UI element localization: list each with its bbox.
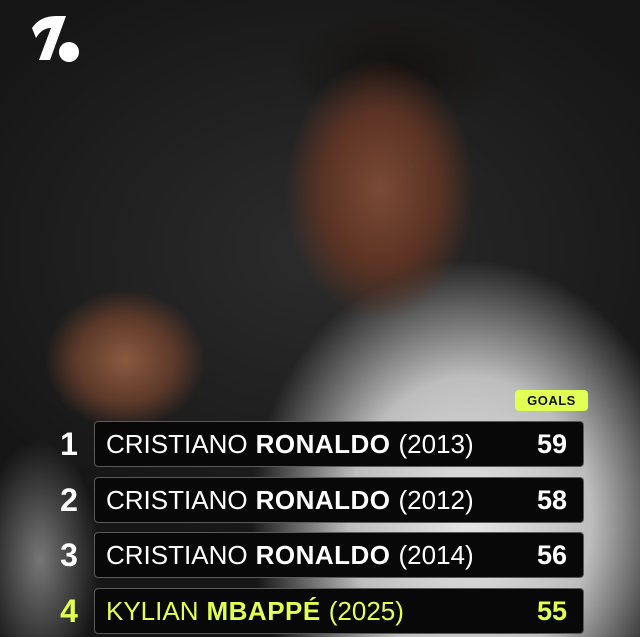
rank: 2 — [60, 482, 78, 518]
first-name: CRISTIANO — [106, 539, 248, 570]
row-box: KYLIAN MBAPPÉ (2025) 55 — [94, 588, 584, 634]
season-year: (2014) — [398, 539, 474, 570]
last-name: MBAPPÉ — [206, 595, 321, 626]
row-box: CRISTIANO RONALDO (2014) 56 — [94, 532, 584, 578]
goals-value: 56 — [536, 539, 567, 570]
last-name: RONALDO — [255, 484, 391, 515]
onefootball-logo-icon — [32, 16, 79, 62]
table-row: 3 CRISTIANO RONALDO (2014) 56 — [56, 532, 586, 579]
season-year: (2012) — [398, 484, 474, 515]
first-name: CRISTIANO — [106, 428, 248, 459]
rank: 1 — [60, 426, 78, 462]
first-name: CRISTIANO — [106, 484, 248, 515]
last-name: RONALDO — [255, 539, 391, 570]
goals-value: 59 — [536, 428, 567, 459]
table-row: 2 CRISTIANO RONALDO (2012) 58 — [56, 477, 586, 524]
season-year: (2025) — [328, 595, 404, 626]
row-box: CRISTIANO RONALDO (2013) 59 — [94, 421, 584, 467]
rank: 3 — [60, 537, 78, 573]
first-name: KYLIAN — [106, 595, 199, 626]
row-box: CRISTIANO RONALDO (2012) 58 — [94, 477, 584, 523]
goals-column-label: GOALS — [515, 390, 588, 411]
rank: 4 — [60, 593, 78, 629]
table-row: 1 CRISTIANO RONALDO (2013) 59 — [56, 421, 586, 468]
goals-value: 58 — [536, 484, 567, 515]
goals-value: 55 — [536, 595, 567, 626]
last-name: RONALDO — [255, 428, 391, 459]
table-row-highlighted: 4 KYLIAN MBAPPÉ (2025) 55 — [56, 588, 586, 635]
season-year: (2013) — [398, 428, 474, 459]
